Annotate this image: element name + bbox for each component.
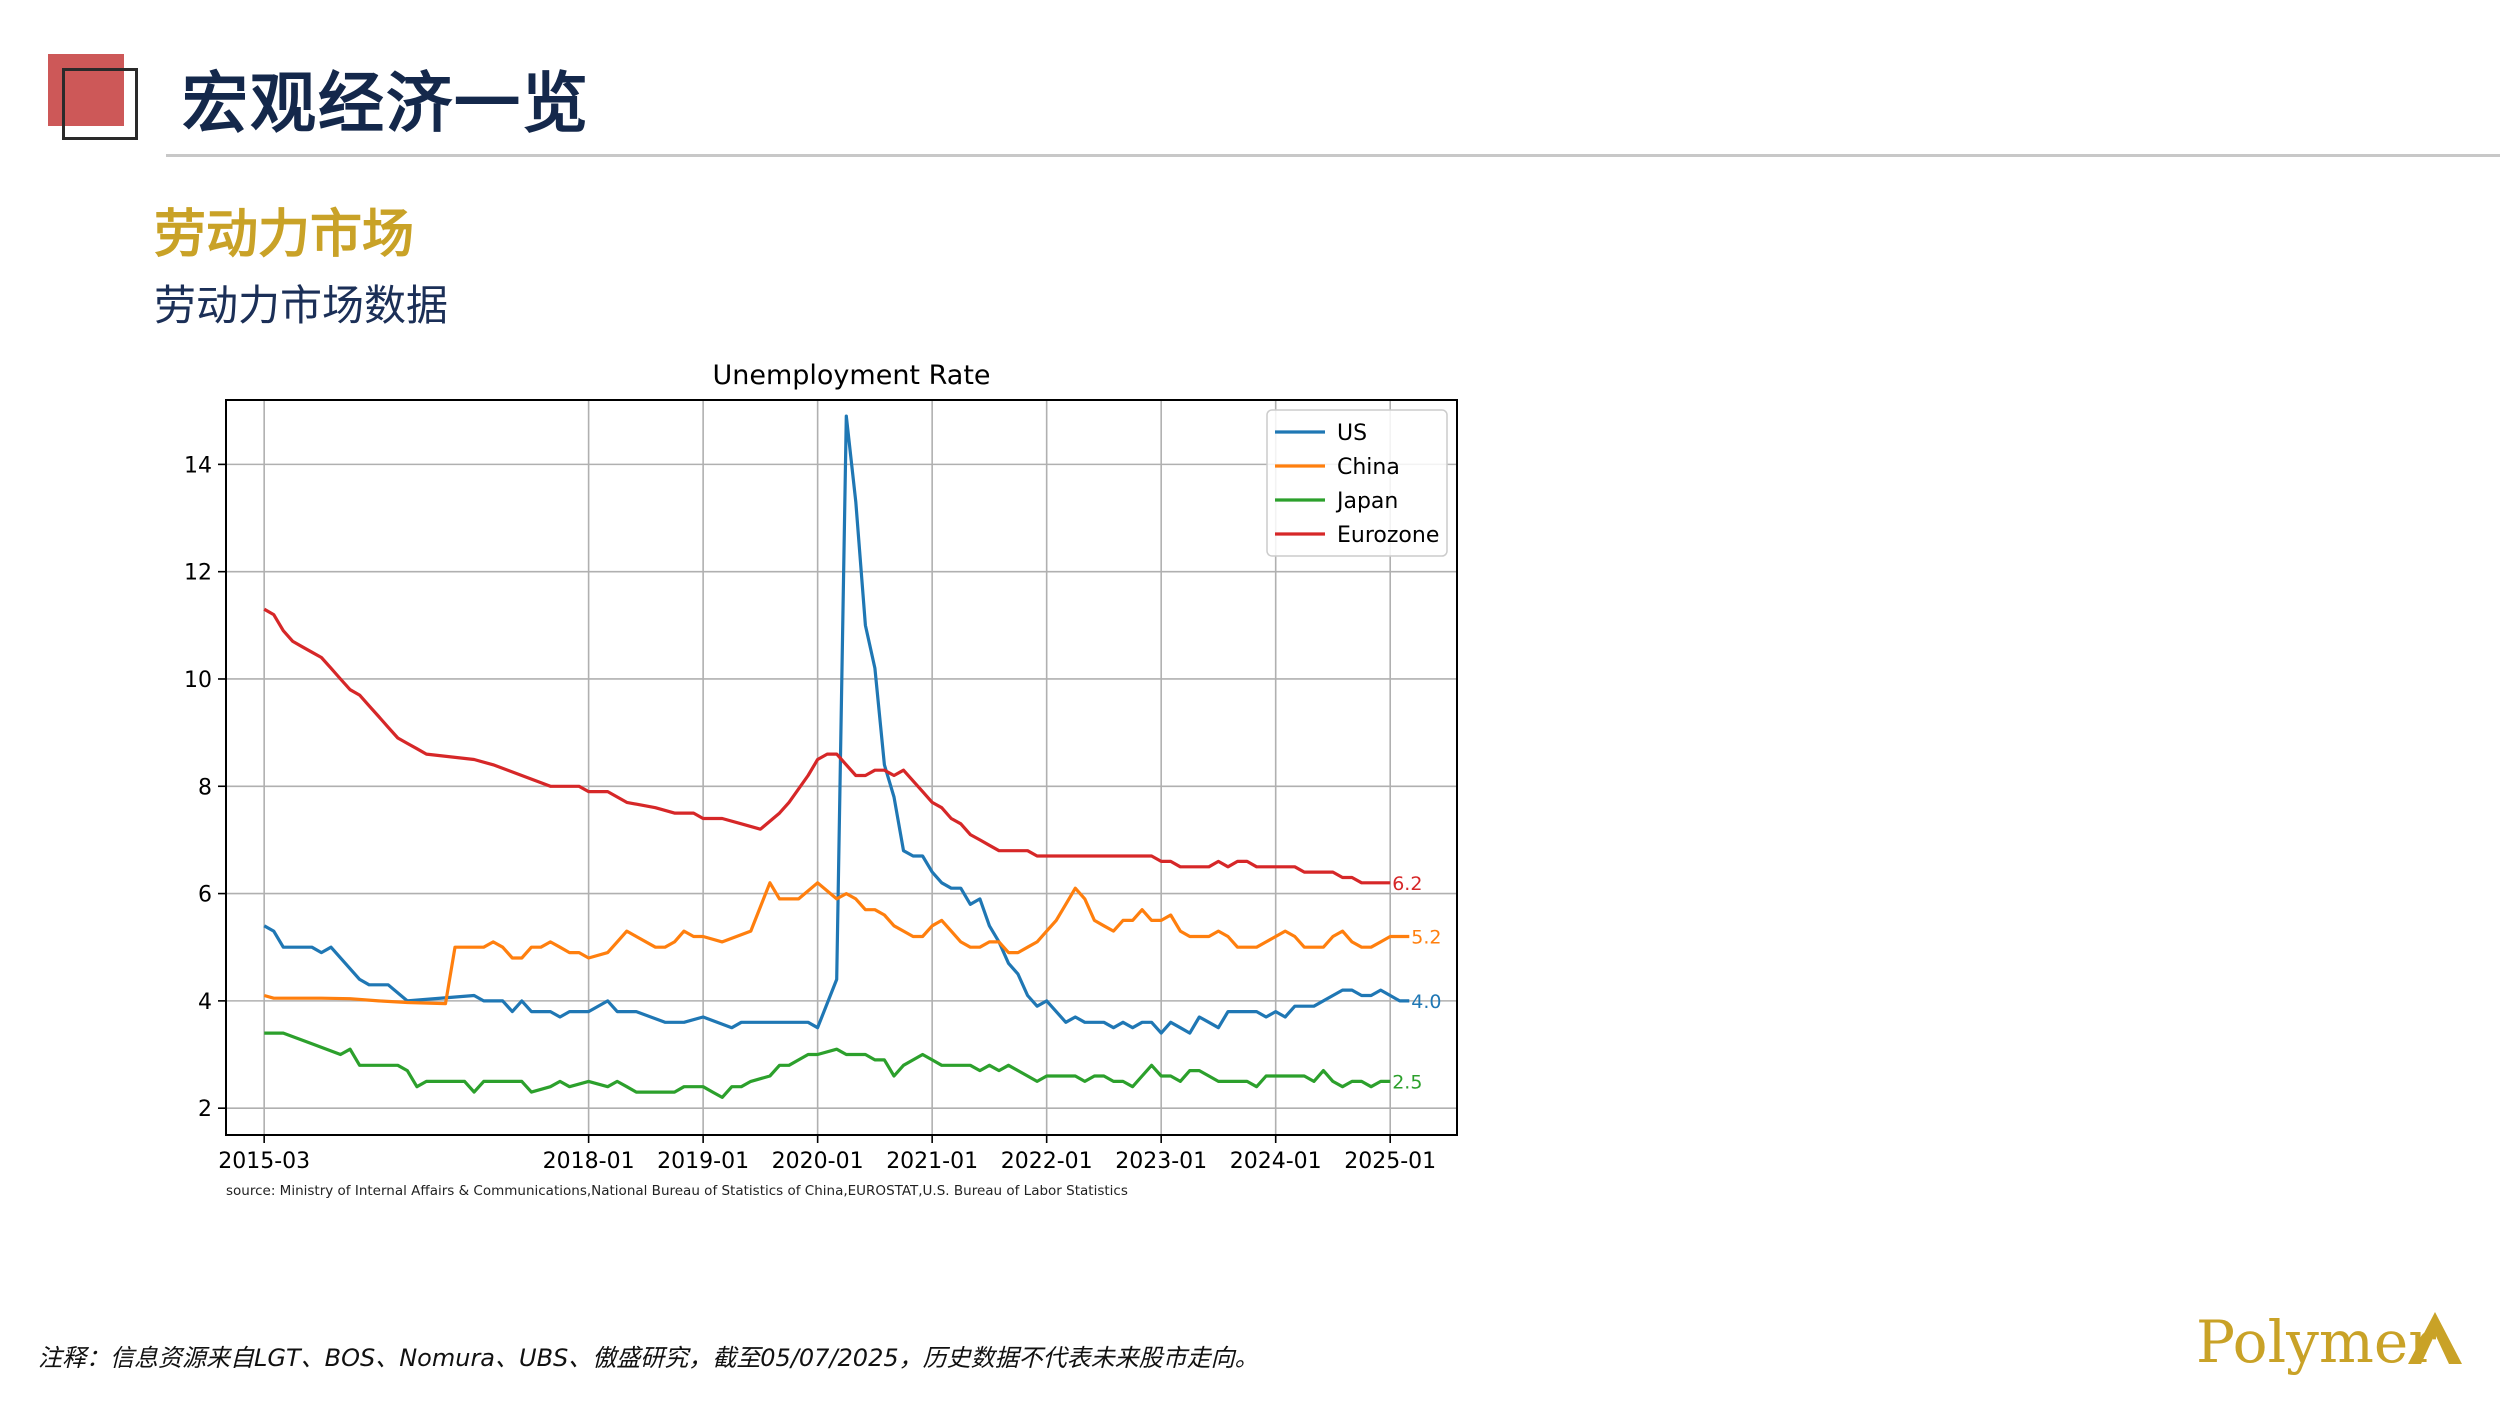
x-tick-label: 2015-03	[218, 1149, 310, 1174]
series-line-japan	[264, 1031, 1391, 1099]
x-tick-label: 2025-01	[1344, 1149, 1436, 1174]
legend-label-eurozone: Eurozone	[1337, 523, 1439, 548]
x-tick-label: 2022-01	[1001, 1149, 1093, 1174]
end-label-us: 4.0	[1411, 991, 1441, 1013]
brand-a-icon	[2408, 1312, 2462, 1364]
y-tick-label: 12	[184, 561, 212, 586]
section-subtitle: 劳动力市场数据	[154, 281, 449, 330]
end-label-japan: 2.5	[1392, 1071, 1422, 1093]
x-tick-label: 2021-01	[886, 1149, 978, 1174]
chart-title: Unemployment Rate	[712, 360, 990, 391]
x-tick-label: 2020-01	[772, 1149, 864, 1174]
series-line-eurozone	[263, 607, 1391, 885]
y-tick-label: 8	[198, 775, 212, 800]
legend-label-japan: Japan	[1335, 489, 1398, 514]
end-label-eurozone: 6.2	[1392, 873, 1422, 895]
series-line-us	[263, 414, 1410, 1035]
x-tick-label: 2024-01	[1230, 1149, 1322, 1174]
y-tick-label: 2	[198, 1097, 212, 1122]
header-divider	[166, 154, 2500, 157]
chart-source: source: Ministry of Internal Affairs & C…	[226, 1183, 1128, 1199]
y-tick-label: 10	[184, 668, 212, 693]
y-tick-label: 14	[184, 453, 212, 478]
y-tick-label: 4	[198, 990, 212, 1015]
unemployment-rate-chart: 2015-03 2018-01 2019-01 2020-01 2021-01 2022-…	[184, 360, 1458, 1199]
x-tick-label: 2018-01	[543, 1149, 635, 1174]
brand-wordmark: Polymer	[2196, 1308, 2436, 1376]
end-label-china: 5.2	[1411, 926, 1441, 948]
legend-box	[1266, 409, 1448, 557]
series-line-china	[263, 881, 1410, 1006]
header-logo-mark	[48, 54, 144, 144]
page-title: 宏观经济一览	[182, 65, 590, 142]
legend-label-china: China	[1337, 455, 1400, 480]
section-title: 劳动力市场	[154, 205, 415, 265]
x-tick-label: 2023-01	[1115, 1149, 1207, 1174]
y-tick-label: 6	[198, 883, 212, 908]
plot-frame	[225, 399, 1458, 1136]
footer-note: 注释：信息资源来自LGT、BOS、Nomura、UBS、傲盛研究，截至05/07…	[38, 1344, 1259, 1372]
legend-label-us: US	[1337, 421, 1367, 446]
x-tick-label: 2019-01	[657, 1149, 749, 1174]
brand-logo: Polymer	[2196, 1300, 2466, 1380]
